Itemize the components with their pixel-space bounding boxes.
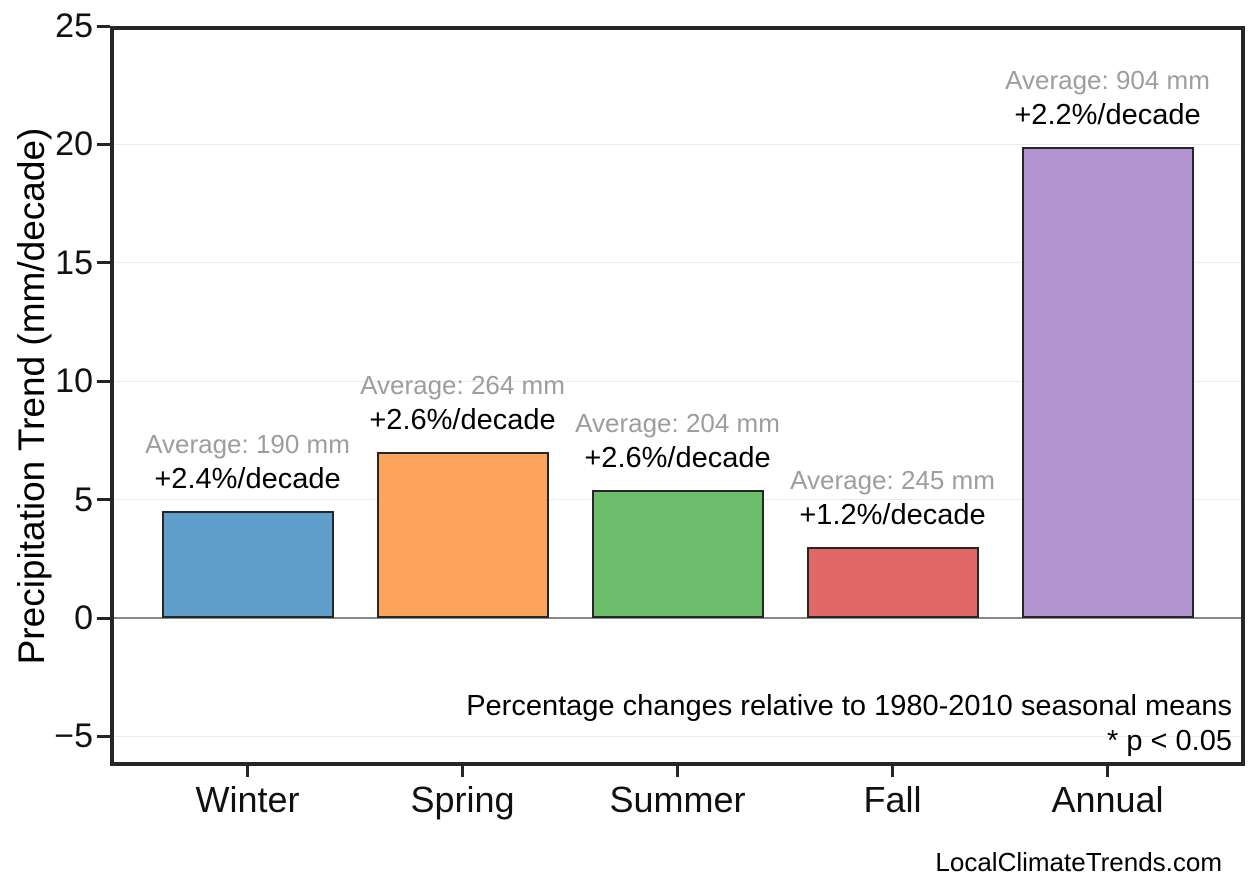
footer-watermark: LocalClimateTrends.com <box>935 847 1222 877</box>
annotation-average: Average: 245 mm <box>790 464 995 495</box>
zero-line <box>114 617 1241 619</box>
bar-winter <box>161 511 334 618</box>
plot-area <box>110 26 1245 766</box>
x-tick <box>246 766 249 777</box>
bar-annotation-winter: Average: 190 mm +2.4%/decade <box>48 427 448 497</box>
x-tick <box>1106 766 1109 777</box>
y-tick-label: 5 <box>74 480 93 519</box>
y-tick <box>97 616 110 620</box>
gridline <box>114 262 1241 264</box>
x-tick <box>461 766 464 777</box>
x-axis-label-annual: Annual <box>1051 779 1164 820</box>
annotation-trend: +2.6%/decade <box>369 404 556 437</box>
y-tick <box>97 498 110 502</box>
y-tick <box>97 379 110 383</box>
x-axis-label-winter: Winter <box>195 779 300 820</box>
note-block: Percentage changes relative to 1980-2010… <box>466 689 1232 759</box>
annotation-trend: +2.2%/decade <box>1014 98 1201 131</box>
annotation-average: Average: 264 mm <box>360 370 565 401</box>
bar-spring <box>376 452 549 618</box>
annotation-trend: +2.4%/decade <box>154 463 341 496</box>
bar-annotation-spring: Average: 264 mm +2.6%/decade <box>263 368 663 438</box>
x-axis-label-fall: Fall <box>863 779 922 820</box>
y-tick <box>97 142 110 146</box>
y-tick-label: 0 <box>74 599 93 637</box>
y-tick-label: −5 <box>54 717 93 756</box>
x-axis-label-summer: Summer <box>609 779 746 820</box>
y-tick <box>97 261 110 265</box>
bar-annotation-summer: Average: 204 mm +2.6%/decade <box>478 406 878 476</box>
bar-summer <box>591 490 764 618</box>
annotation-trend: +2.6%/decade <box>584 442 771 475</box>
bar-annual <box>1021 146 1194 618</box>
annotation-average: Average: 204 mm <box>575 408 780 439</box>
bar-fall <box>806 546 979 618</box>
annotation-average: Average: 190 mm <box>145 429 350 460</box>
annotation-average: Average: 904 mm <box>1005 64 1210 95</box>
gridline <box>114 735 1241 737</box>
annotation-trend: +1.2%/decade <box>799 498 986 531</box>
x-tick <box>676 766 679 777</box>
y-tick <box>97 24 110 28</box>
note-relative-means: Percentage changes relative to 1980-2010… <box>466 690 1232 722</box>
y-tick-label: 25 <box>55 7 93 45</box>
bar-annotation-annual: Average: 904 mm +2.2%/decade <box>908 63 1258 133</box>
y-tick-label: 20 <box>55 125 93 164</box>
note-p-value: * p < 0.05 <box>1107 725 1232 757</box>
gridline <box>114 143 1241 145</box>
y-axis-label: Precipitation Trend (mm/decade) <box>11 127 52 665</box>
x-tick <box>891 766 894 777</box>
y-tick-label: 15 <box>55 243 93 282</box>
y-tick-label: 10 <box>55 362 93 401</box>
gridline <box>114 380 1241 382</box>
y-tick <box>97 734 110 738</box>
x-axis-label-spring: Spring <box>410 779 515 820</box>
bar-annotation-fall: Average: 245 mm +1.2%/decade <box>693 463 1093 533</box>
